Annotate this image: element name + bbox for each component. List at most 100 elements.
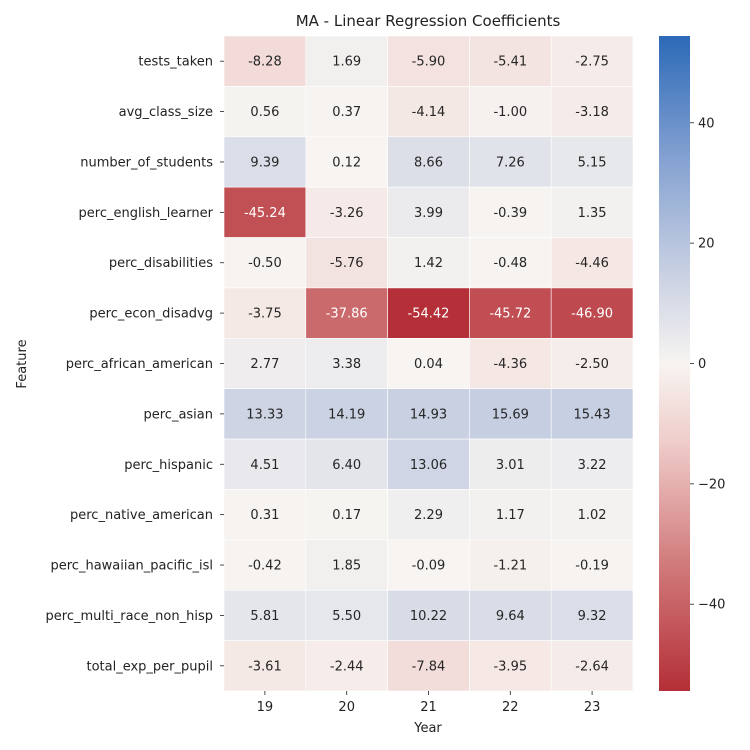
heatmap-cell — [550, 489, 634, 541]
heatmap-cell — [387, 438, 470, 490]
heatmap-cell — [387, 237, 470, 289]
heatmap-cell — [223, 589, 307, 641]
heatmap-cell — [223, 237, 307, 289]
heatmap-cell — [550, 539, 634, 591]
cell-value-label: 1.02 — [578, 508, 607, 523]
cell-value-label: -46.90 — [571, 307, 613, 322]
cell-value-label: 13.06 — [410, 458, 447, 473]
cell-value-label: -3.75 — [248, 307, 282, 322]
cell-value-label: 13.33 — [246, 407, 283, 422]
cell-value-label: -2.75 — [575, 55, 609, 70]
cell-value-label: 3.99 — [414, 206, 443, 221]
heatmap-cell — [387, 388, 470, 440]
cell-value-label: 3.22 — [578, 458, 607, 473]
cell-value-label: -4.14 — [412, 105, 446, 120]
cell-value-label: -4.46 — [575, 256, 609, 271]
heatmap-cell — [550, 388, 634, 440]
heatmap-cell — [387, 186, 470, 238]
cell-value-label: 9.39 — [250, 155, 279, 170]
heatmap-cell — [305, 287, 388, 339]
cell-value-label: 2.77 — [250, 357, 279, 372]
cell-value-label: -45.24 — [244, 206, 286, 221]
colorbar-tick-label: 40 — [698, 116, 715, 131]
heatmap-cell — [550, 136, 634, 188]
chart-title: MA - Linear Regression Coefficients — [296, 12, 561, 30]
heatmap-cell-labels: -8.28 1.69 -5.90 -5.41 -2.75 0.56 0.37 -4.14 -1.… — [244, 55, 613, 675]
cell-value-label: 0.12 — [332, 155, 361, 170]
heatmap-cell — [305, 438, 388, 490]
colorbar-tick-label: 0 — [698, 357, 706, 372]
heatmap-cell — [305, 136, 388, 188]
cell-value-label: 1.69 — [332, 55, 361, 70]
y-axis-label: Feature — [15, 339, 30, 388]
cell-value-label: -37.86 — [326, 307, 368, 322]
cell-value-label: -1.00 — [493, 105, 527, 120]
heatmap-cell — [550, 86, 634, 138]
cell-value-label: 4.51 — [250, 458, 279, 473]
cell-value-label: -3.18 — [575, 105, 609, 120]
heatmap-cell — [305, 237, 388, 289]
heatmap-cell — [469, 35, 552, 87]
colorbar-tick-label: −20 — [698, 477, 725, 492]
heatmap-cell — [223, 86, 307, 138]
cell-value-label: 5.81 — [250, 609, 279, 624]
heatmap-cell — [469, 186, 552, 238]
cell-value-label: 14.19 — [328, 407, 365, 422]
cell-value-label: -45.72 — [489, 307, 531, 322]
cell-value-label: -0.09 — [412, 559, 446, 574]
y-tick-label: perc_hawaiian_pacific_isl — [51, 559, 214, 574]
cell-value-label: -1.21 — [493, 559, 527, 574]
heatmap-cell — [305, 388, 388, 440]
cell-value-label: 2.29 — [414, 508, 443, 523]
colorbar-ticks: −40 −20 0 20 40 — [690, 116, 725, 613]
heatmap-cell — [550, 35, 634, 87]
colorbar-tick-label: −40 — [698, 598, 725, 613]
cell-value-label: 3.01 — [496, 458, 525, 473]
y-axis-ticks: tests_taken avg_class_size number_of_stude… — [46, 55, 224, 674]
heatmap-cell — [305, 640, 388, 692]
heatmap-cell — [223, 388, 307, 440]
heatmap-cell — [469, 640, 552, 692]
cell-value-label: -3.95 — [493, 659, 527, 674]
cell-value-label: 9.64 — [496, 609, 525, 624]
x-tick-label: 21 — [420, 700, 437, 715]
heatmap-cells — [223, 35, 634, 692]
heatmap-cell — [387, 35, 470, 87]
cell-value-label: -0.48 — [493, 256, 527, 271]
heatmap-cell — [305, 35, 388, 87]
cell-value-label: 8.66 — [414, 155, 443, 170]
cell-value-label: 0.37 — [332, 105, 361, 120]
heatmap-cell — [469, 489, 552, 541]
cell-value-label: 15.69 — [492, 407, 529, 422]
heatmap-cell — [387, 539, 470, 591]
colorbar-tick-label: 20 — [698, 237, 715, 252]
x-axis-label: Year — [413, 721, 442, 736]
y-tick-label: perc_african_american — [66, 357, 213, 372]
x-tick-label: 22 — [502, 700, 519, 715]
cell-value-label: 0.17 — [332, 508, 361, 523]
cell-value-label: -7.84 — [412, 659, 446, 674]
heatmap-cell — [305, 589, 388, 641]
cell-value-label: 14.93 — [410, 407, 447, 422]
heatmap-cell — [387, 86, 470, 138]
cell-value-label: 9.32 — [578, 609, 607, 624]
y-tick-label: avg_class_size — [119, 105, 213, 120]
cell-value-label: -2.44 — [330, 659, 364, 674]
heatmap-cell — [387, 489, 470, 541]
heatmap-cell — [469, 589, 552, 641]
heatmap-cell — [469, 388, 552, 440]
cell-value-label: 0.04 — [414, 357, 443, 372]
heatmap-cell — [550, 338, 634, 389]
cell-value-label: 1.85 — [332, 559, 361, 574]
heatmap-cell — [469, 287, 552, 339]
x-axis-ticks: 19 20 21 22 23 — [257, 691, 600, 715]
y-tick-label: perc_english_learner — [79, 206, 214, 221]
cell-value-label: -5.90 — [412, 55, 446, 70]
heatmap-cell — [550, 640, 634, 692]
cell-value-label: -5.76 — [330, 256, 364, 271]
y-tick-label: perc_hispanic — [124, 458, 213, 473]
heatmap-cell — [387, 136, 470, 188]
cell-value-label: 6.40 — [332, 458, 361, 473]
heatmap-cell — [387, 287, 470, 339]
cell-value-label: 10.22 — [410, 609, 447, 624]
